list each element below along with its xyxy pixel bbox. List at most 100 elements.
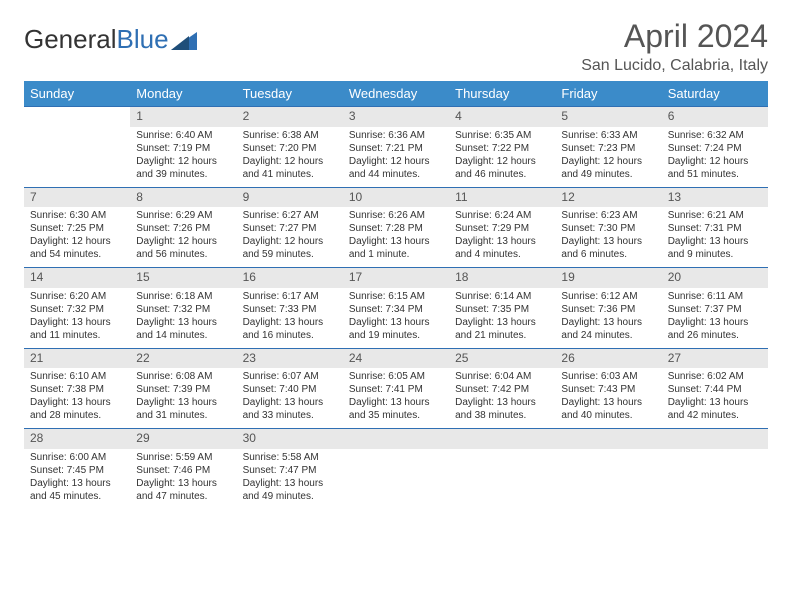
day-number: 10 bbox=[343, 188, 449, 208]
daylight-line: Daylight: 13 hours and 38 minutes. bbox=[455, 396, 549, 422]
day-number: 13 bbox=[662, 188, 768, 208]
sunset-line: Sunset: 7:35 PM bbox=[455, 303, 549, 316]
sunrise-line: Sunrise: 6:14 AM bbox=[455, 290, 549, 303]
daylight-line: Daylight: 12 hours and 56 minutes. bbox=[136, 235, 230, 261]
weekday-header: Saturday bbox=[662, 81, 768, 107]
empty-body bbox=[555, 449, 661, 509]
sunrise-line: Sunrise: 6:38 AM bbox=[243, 129, 337, 142]
sunset-line: Sunset: 7:33 PM bbox=[243, 303, 337, 316]
calendar-cell: 14Sunrise: 6:20 AMSunset: 7:32 PMDayligh… bbox=[24, 268, 130, 349]
daylight-line: Daylight: 13 hours and 31 minutes. bbox=[136, 396, 230, 422]
day-number: 30 bbox=[237, 429, 343, 449]
sunset-line: Sunset: 7:32 PM bbox=[30, 303, 124, 316]
sunrise-line: Sunrise: 6:17 AM bbox=[243, 290, 337, 303]
daylight-line: Daylight: 13 hours and 24 minutes. bbox=[561, 316, 655, 342]
day-number: 25 bbox=[449, 349, 555, 369]
day-body: Sunrise: 6:33 AMSunset: 7:23 PMDaylight:… bbox=[555, 127, 661, 187]
calendar-cell: 12Sunrise: 6:23 AMSunset: 7:30 PMDayligh… bbox=[555, 187, 661, 268]
daylight-line: Daylight: 13 hours and 16 minutes. bbox=[243, 316, 337, 342]
sunrise-line: Sunrise: 6:02 AM bbox=[668, 370, 762, 383]
logo-triangle-icon bbox=[171, 30, 197, 50]
logo: GeneralBlue bbox=[24, 18, 197, 55]
calendar-cell: 15Sunrise: 6:18 AMSunset: 7:32 PMDayligh… bbox=[130, 268, 236, 349]
day-body: Sunrise: 6:30 AMSunset: 7:25 PMDaylight:… bbox=[24, 207, 130, 267]
day-body: Sunrise: 6:20 AMSunset: 7:32 PMDaylight:… bbox=[24, 288, 130, 348]
day-body: Sunrise: 6:14 AMSunset: 7:35 PMDaylight:… bbox=[449, 288, 555, 348]
sunrise-line: Sunrise: 6:23 AM bbox=[561, 209, 655, 222]
daylight-line: Daylight: 12 hours and 51 minutes. bbox=[668, 155, 762, 181]
day-number: 21 bbox=[24, 349, 130, 369]
day-number: 24 bbox=[343, 349, 449, 369]
sunrise-line: Sunrise: 6:04 AM bbox=[455, 370, 549, 383]
daylight-line: Daylight: 13 hours and 21 minutes. bbox=[455, 316, 549, 342]
sunset-line: Sunset: 7:24 PM bbox=[668, 142, 762, 155]
calendar-cell: 23Sunrise: 6:07 AMSunset: 7:40 PMDayligh… bbox=[237, 348, 343, 429]
sunrise-line: Sunrise: 6:40 AM bbox=[136, 129, 230, 142]
calendar-cell: 6Sunrise: 6:32 AMSunset: 7:24 PMDaylight… bbox=[662, 107, 768, 188]
calendar-cell: 24Sunrise: 6:05 AMSunset: 7:41 PMDayligh… bbox=[343, 348, 449, 429]
sunrise-line: Sunrise: 6:36 AM bbox=[349, 129, 443, 142]
day-body: Sunrise: 6:26 AMSunset: 7:28 PMDaylight:… bbox=[343, 207, 449, 267]
daylight-line: Daylight: 13 hours and 9 minutes. bbox=[668, 235, 762, 261]
sunrise-line: Sunrise: 6:32 AM bbox=[668, 129, 762, 142]
daylight-line: Daylight: 13 hours and 6 minutes. bbox=[561, 235, 655, 261]
calendar-cell: 13Sunrise: 6:21 AMSunset: 7:31 PMDayligh… bbox=[662, 187, 768, 268]
day-body: Sunrise: 6:07 AMSunset: 7:40 PMDaylight:… bbox=[237, 368, 343, 428]
logo-text-2: Blue bbox=[117, 24, 169, 55]
day-number: 1 bbox=[130, 107, 236, 127]
day-body: Sunrise: 6:12 AMSunset: 7:36 PMDaylight:… bbox=[555, 288, 661, 348]
sunset-line: Sunset: 7:34 PM bbox=[349, 303, 443, 316]
day-number: 5 bbox=[555, 107, 661, 127]
daylight-line: Daylight: 12 hours and 54 minutes. bbox=[30, 235, 124, 261]
calendar-cell: 16Sunrise: 6:17 AMSunset: 7:33 PMDayligh… bbox=[237, 268, 343, 349]
day-body: Sunrise: 6:24 AMSunset: 7:29 PMDaylight:… bbox=[449, 207, 555, 267]
day-body: Sunrise: 6:38 AMSunset: 7:20 PMDaylight:… bbox=[237, 127, 343, 187]
daylight-line: Daylight: 13 hours and 1 minute. bbox=[349, 235, 443, 261]
sunrise-line: Sunrise: 6:15 AM bbox=[349, 290, 443, 303]
calendar-cell: 5Sunrise: 6:33 AMSunset: 7:23 PMDaylight… bbox=[555, 107, 661, 188]
empty-daynum bbox=[449, 429, 555, 449]
logo-text-1: General bbox=[24, 24, 117, 55]
sunrise-line: Sunrise: 6:10 AM bbox=[30, 370, 124, 383]
day-body: Sunrise: 5:59 AMSunset: 7:46 PMDaylight:… bbox=[130, 449, 236, 509]
calendar-cell: 26Sunrise: 6:03 AMSunset: 7:43 PMDayligh… bbox=[555, 348, 661, 429]
calendar-cell bbox=[662, 429, 768, 509]
weekday-header: Monday bbox=[130, 81, 236, 107]
sunset-line: Sunset: 7:39 PM bbox=[136, 383, 230, 396]
day-number: 11 bbox=[449, 188, 555, 208]
sunset-line: Sunset: 7:31 PM bbox=[668, 222, 762, 235]
daylight-line: Daylight: 12 hours and 49 minutes. bbox=[561, 155, 655, 181]
sunset-line: Sunset: 7:27 PM bbox=[243, 222, 337, 235]
calendar-cell: 22Sunrise: 6:08 AMSunset: 7:39 PMDayligh… bbox=[130, 348, 236, 429]
sunset-line: Sunset: 7:41 PM bbox=[349, 383, 443, 396]
weekday-header: Thursday bbox=[449, 81, 555, 107]
calendar-cell: 8Sunrise: 6:29 AMSunset: 7:26 PMDaylight… bbox=[130, 187, 236, 268]
location: San Lucido, Calabria, Italy bbox=[581, 57, 768, 75]
sunrise-line: Sunrise: 6:33 AM bbox=[561, 129, 655, 142]
day-body: Sunrise: 6:27 AMSunset: 7:27 PMDaylight:… bbox=[237, 207, 343, 267]
day-body: Sunrise: 6:00 AMSunset: 7:45 PMDaylight:… bbox=[24, 449, 130, 509]
day-number: 14 bbox=[24, 268, 130, 288]
daylight-line: Daylight: 12 hours and 46 minutes. bbox=[455, 155, 549, 181]
calendar-cell: 4Sunrise: 6:35 AMSunset: 7:22 PMDaylight… bbox=[449, 107, 555, 188]
day-body: Sunrise: 6:17 AMSunset: 7:33 PMDaylight:… bbox=[237, 288, 343, 348]
sunset-line: Sunset: 7:43 PM bbox=[561, 383, 655, 396]
day-body: Sunrise: 6:40 AMSunset: 7:19 PMDaylight:… bbox=[130, 127, 236, 187]
day-number: 26 bbox=[555, 349, 661, 369]
sunrise-line: Sunrise: 6:26 AM bbox=[349, 209, 443, 222]
calendar-cell: 3Sunrise: 6:36 AMSunset: 7:21 PMDaylight… bbox=[343, 107, 449, 188]
day-number: 7 bbox=[24, 188, 130, 208]
sunset-line: Sunset: 7:37 PM bbox=[668, 303, 762, 316]
day-body: Sunrise: 6:23 AMSunset: 7:30 PMDaylight:… bbox=[555, 207, 661, 267]
empty-body bbox=[449, 449, 555, 509]
day-body: Sunrise: 6:04 AMSunset: 7:42 PMDaylight:… bbox=[449, 368, 555, 428]
day-body: Sunrise: 6:05 AMSunset: 7:41 PMDaylight:… bbox=[343, 368, 449, 428]
daylight-line: Daylight: 13 hours and 42 minutes. bbox=[668, 396, 762, 422]
day-number: 23 bbox=[237, 349, 343, 369]
calendar-cell: 25Sunrise: 6:04 AMSunset: 7:42 PMDayligh… bbox=[449, 348, 555, 429]
calendar-cell: 17Sunrise: 6:15 AMSunset: 7:34 PMDayligh… bbox=[343, 268, 449, 349]
calendar-cell: 2Sunrise: 6:38 AMSunset: 7:20 PMDaylight… bbox=[237, 107, 343, 188]
weekday-header: Friday bbox=[555, 81, 661, 107]
sunrise-line: Sunrise: 6:29 AM bbox=[136, 209, 230, 222]
empty-body bbox=[343, 449, 449, 509]
